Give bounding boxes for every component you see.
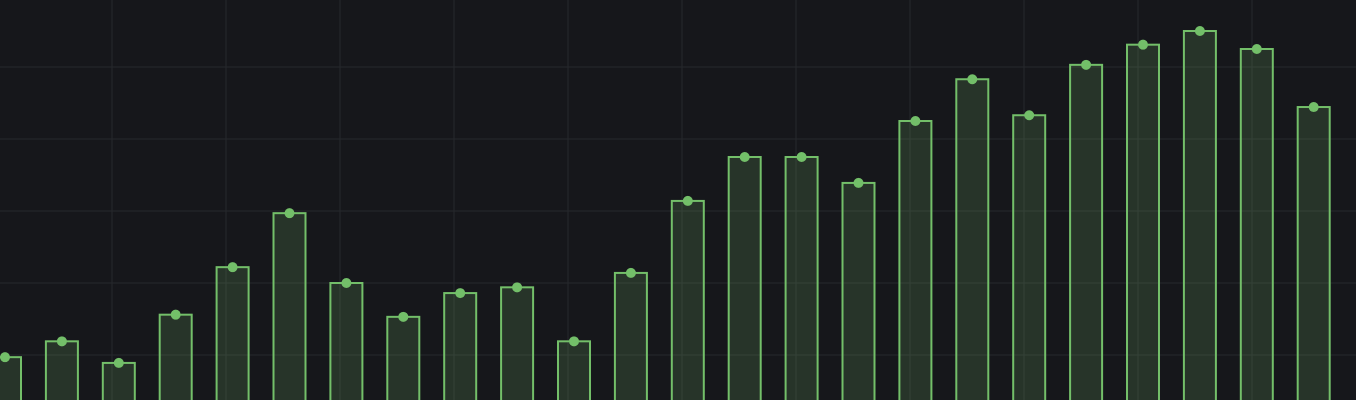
bar	[841, 181, 876, 400]
bar-point	[341, 278, 352, 288]
bar	[1012, 114, 1047, 400]
bar-point	[853, 177, 864, 188]
bar-17	[898, 116, 933, 400]
bar-7	[329, 278, 364, 400]
bar	[784, 156, 819, 400]
bar	[1069, 63, 1104, 400]
bar-16	[841, 177, 876, 400]
bar-point	[1194, 26, 1205, 36]
bar	[1239, 48, 1274, 400]
bar	[329, 282, 364, 400]
bar-2	[44, 336, 79, 400]
bar	[557, 340, 591, 400]
bar-point	[1251, 44, 1262, 54]
bar	[613, 271, 648, 400]
bar-3	[101, 357, 136, 400]
bar	[670, 199, 705, 400]
bar	[1296, 106, 1331, 400]
bar	[955, 78, 990, 400]
bar-11	[557, 336, 591, 400]
bar	[443, 292, 478, 400]
bar-18	[955, 74, 990, 400]
bar-6	[272, 208, 307, 400]
bar-point	[796, 152, 807, 162]
bar-point	[56, 336, 67, 347]
bar-point	[1138, 39, 1148, 50]
bar	[898, 120, 933, 400]
bar-12	[613, 267, 648, 400]
bar-10	[500, 282, 535, 400]
bar-point	[170, 309, 181, 320]
bar	[101, 361, 136, 400]
bars	[0, 26, 1331, 400]
bar	[1126, 43, 1160, 400]
bar	[0, 356, 22, 400]
bar-5	[215, 262, 250, 400]
bar-point	[682, 195, 693, 206]
bar-point	[625, 267, 636, 278]
bar	[386, 315, 421, 400]
bar-8	[386, 311, 421, 400]
bar-14	[727, 152, 762, 400]
bar-9	[443, 288, 478, 400]
bar-24	[1296, 102, 1331, 400]
bar-point	[113, 357, 124, 368]
bar-point	[227, 262, 238, 273]
bar-point	[569, 336, 579, 347]
bar	[727, 156, 762, 400]
bar-point	[455, 288, 466, 299]
bar-23	[1239, 44, 1274, 400]
bar-point	[910, 116, 921, 126]
bar	[215, 266, 250, 400]
bar-13	[670, 195, 705, 400]
bar-point	[512, 282, 523, 293]
bar	[272, 212, 307, 400]
bar-point	[0, 352, 10, 363]
bar-19	[1012, 110, 1047, 400]
bar-point	[1308, 102, 1319, 113]
bar-point	[284, 208, 295, 219]
bar-1	[0, 352, 22, 400]
bar-point	[967, 74, 978, 85]
bar-15	[784, 152, 819, 400]
bar-4	[158, 309, 193, 400]
bar-point	[1024, 110, 1035, 121]
bar	[1182, 30, 1217, 400]
bar	[500, 286, 535, 400]
bar-point	[1081, 59, 1092, 70]
bar-point	[739, 152, 750, 162]
bar-22	[1182, 26, 1217, 400]
bar	[44, 340, 79, 400]
bar-21	[1126, 39, 1160, 400]
bar-20	[1069, 59, 1104, 400]
bar-point	[398, 311, 409, 322]
bar	[158, 313, 193, 400]
